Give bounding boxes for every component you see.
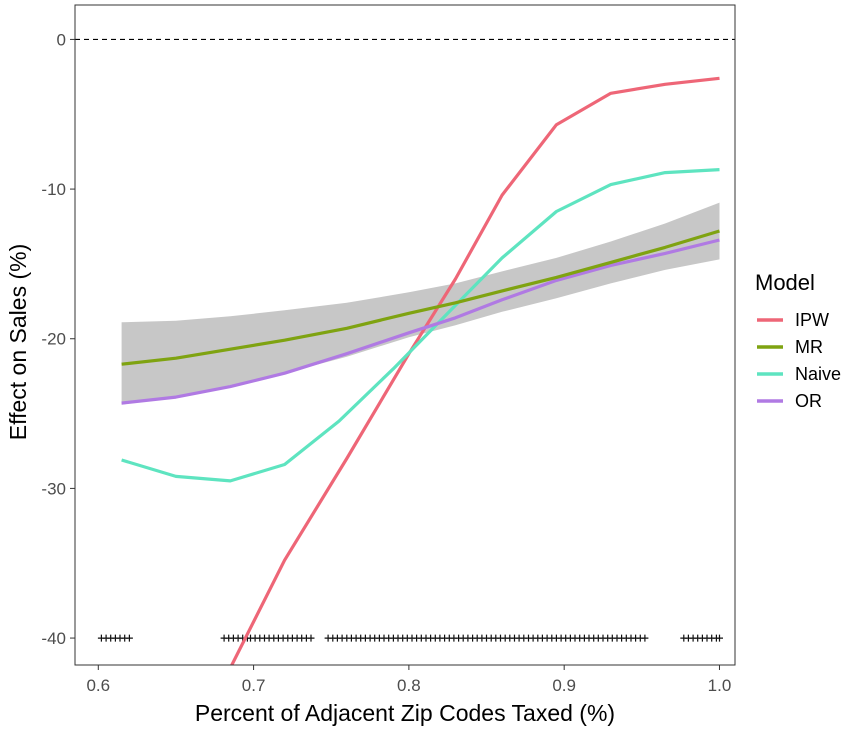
legend: Model IPW MR Naive OR [755,270,841,411]
rug-mark [307,634,315,642]
legend-label-ipw: IPW [795,310,829,330]
legend-label-mr: MR [795,337,823,357]
y-tick-label: -30 [41,479,66,498]
series-layer [121,76,720,665]
series-line-or [121,238,720,405]
axis-layer: 0.6 0.7 0.8 0.9 1.0 0 -10 -20 -30 -40 [41,4,736,695]
x-tick-label: 0.7 [242,676,266,695]
y-tick-label: -40 [41,629,66,648]
x-tick-label: 1.0 [708,676,732,695]
legend-label-or: OR [795,391,822,411]
x-axis-title: Percent of Adjacent Zip Codes Taxed (%) [195,700,615,726]
rug-layer [97,634,723,642]
y-tick-label: 0 [57,30,66,49]
x-tick-label: 0.9 [552,676,576,695]
series-line-ipw [230,76,720,665]
y-tick-label: -20 [41,330,66,349]
plot-frame [74,4,736,666]
series-line-naive [121,168,720,483]
y-axis-title: Effect on Sales (%) [5,244,31,440]
legend-title: Model [755,270,815,295]
x-tick-label: 0.6 [86,676,110,695]
rug-mark [125,634,133,642]
confidence-band-layer [121,202,720,405]
series-line-mr [121,229,720,366]
rug-mark [641,634,649,642]
x-tick-label: 0.8 [397,676,421,695]
confidence-band [121,202,720,405]
rug-mark [716,634,723,642]
legend-label-naive: Naive [795,364,841,384]
y-tick-label: -10 [41,180,66,199]
